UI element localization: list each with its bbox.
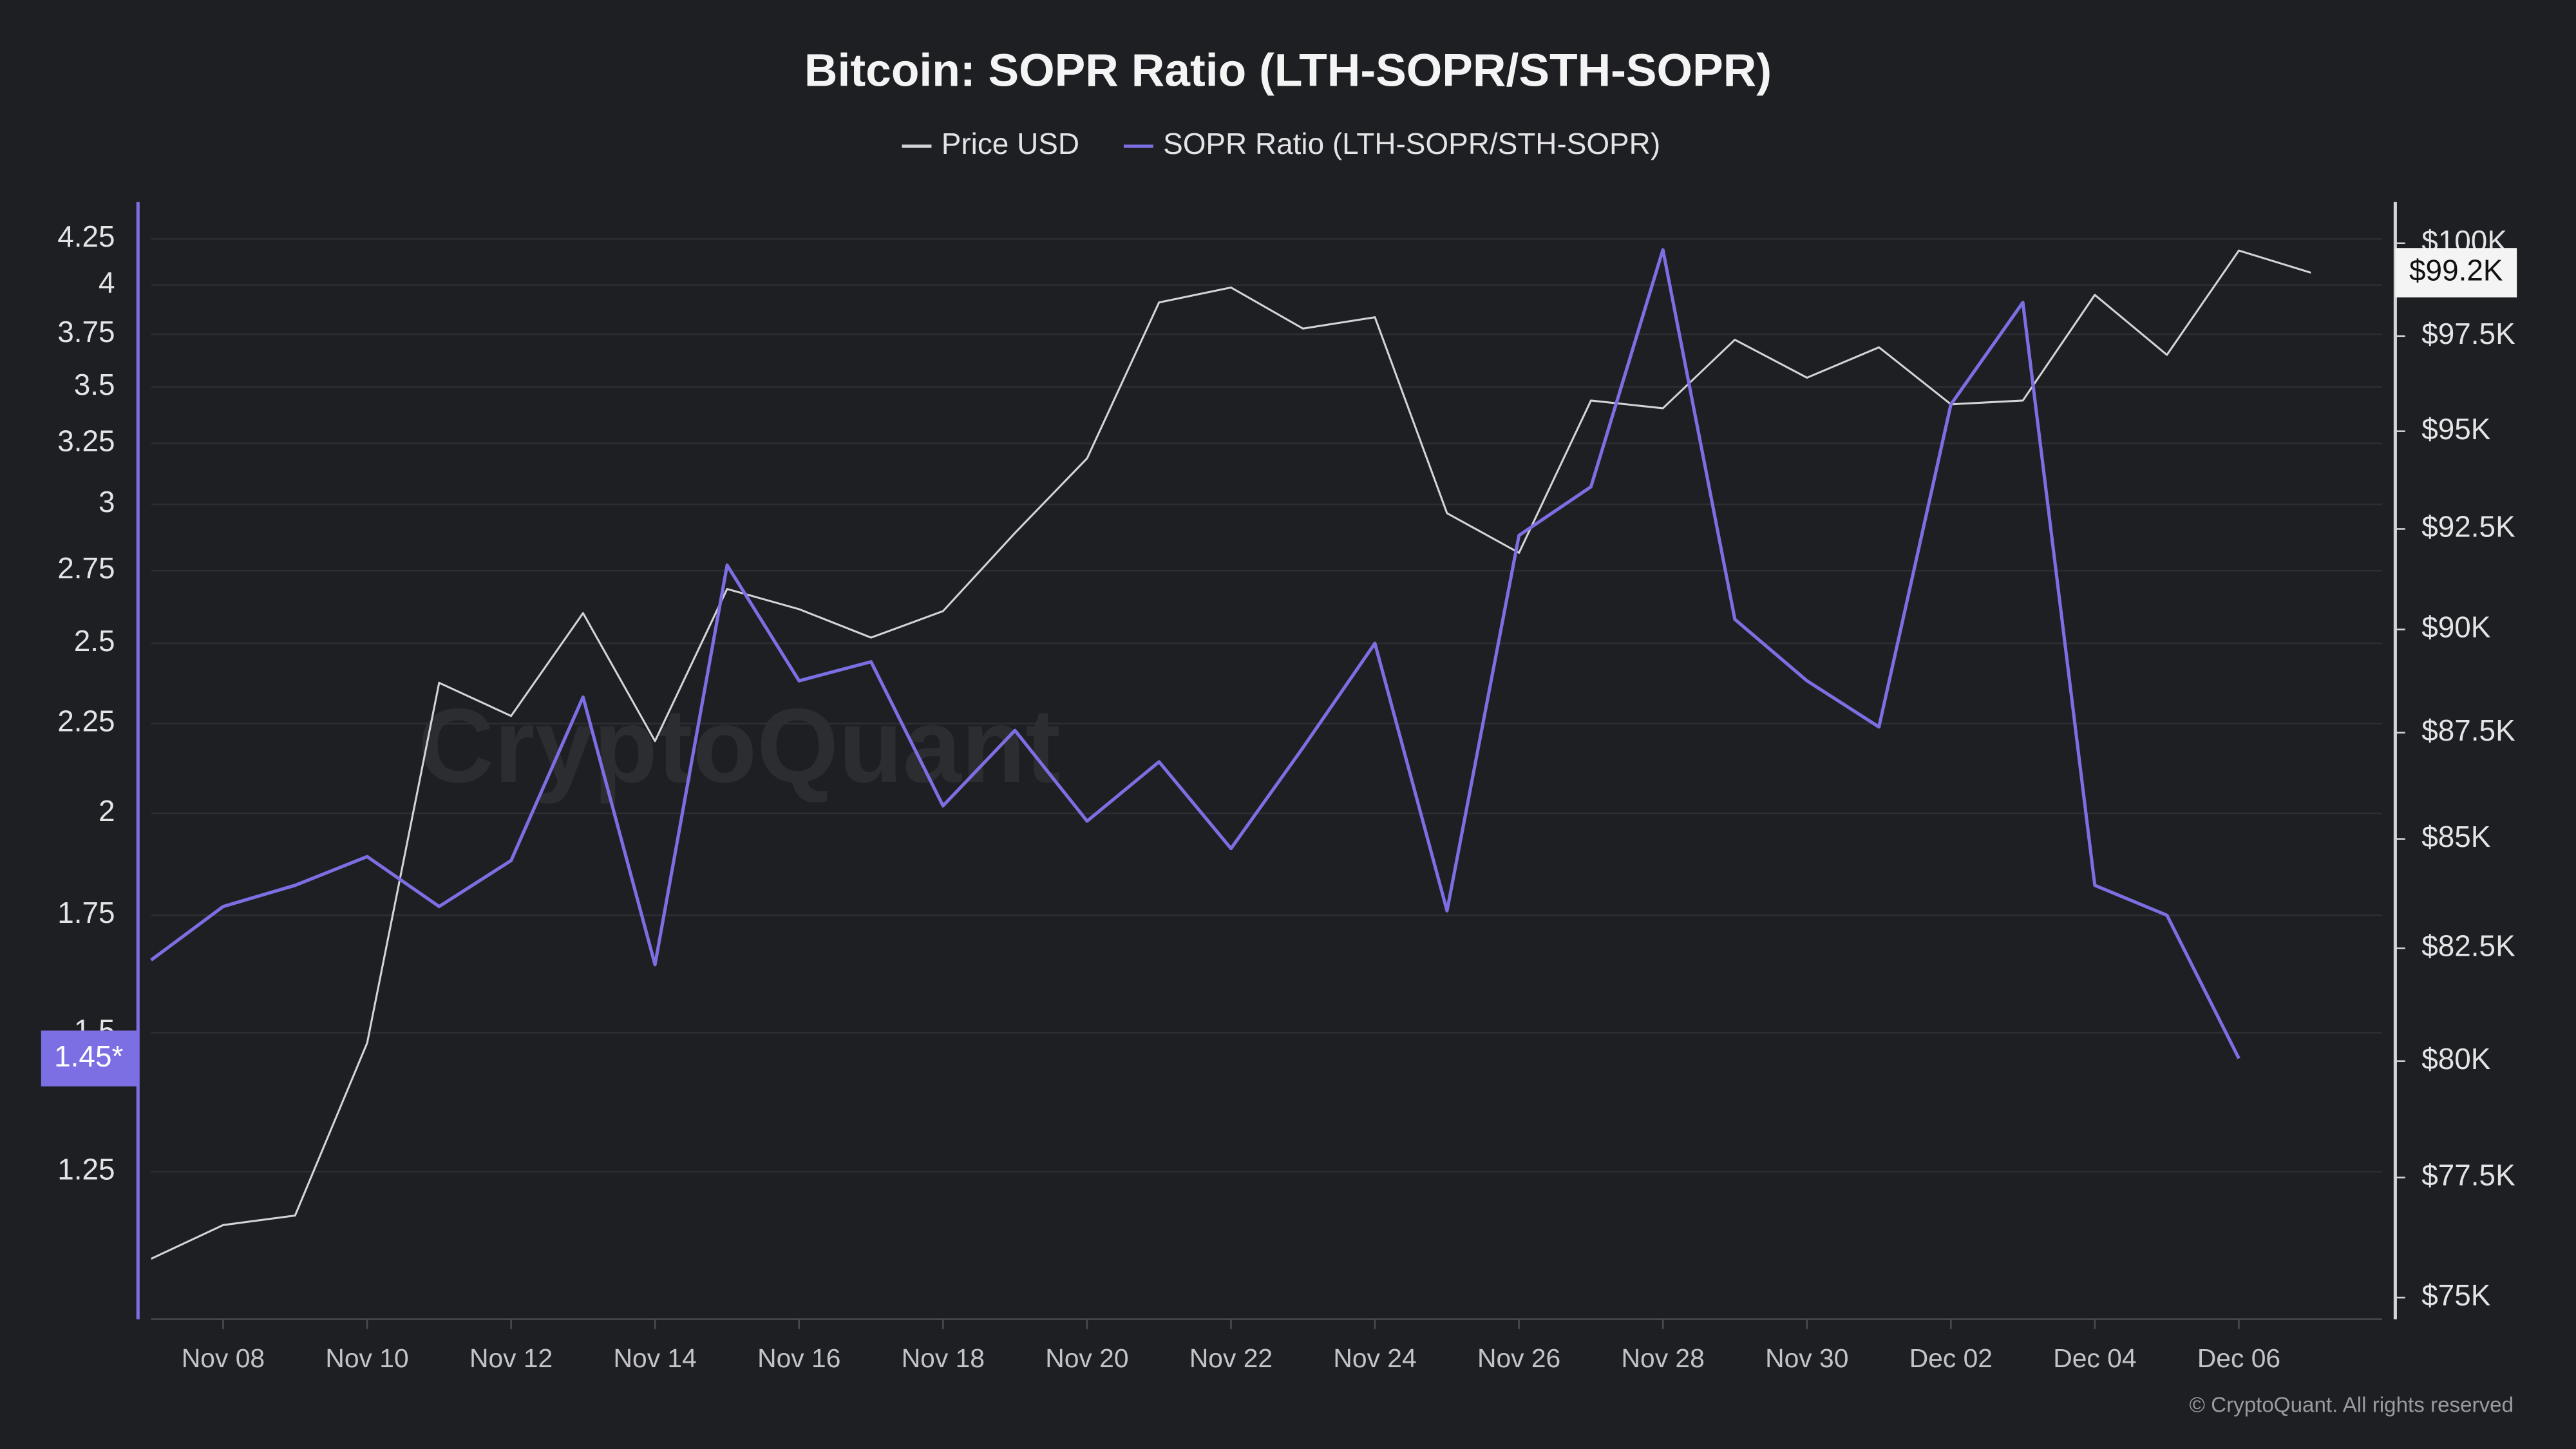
y-tick-label: 4: [99, 266, 115, 299]
y-tick-label: 1.75: [57, 896, 115, 929]
x-tick-label: Nov 08: [182, 1343, 265, 1373]
x-tick-label: Nov 30: [1765, 1343, 1848, 1373]
y-tick-label: 3: [99, 485, 115, 518]
y-tick-label: 2.75: [57, 551, 115, 585]
y-tick-label: 3.25: [57, 424, 115, 458]
watermark: CryptoQuant: [418, 687, 1061, 804]
y-tick-label: 2: [99, 794, 115, 828]
last-value-badge: [2395, 248, 2517, 298]
y2-tick-label: $75K: [2421, 1278, 2491, 1312]
x-tick-label: Nov 10: [325, 1343, 408, 1373]
y-tick-label: 2.25: [57, 705, 115, 738]
x-tick-label: Nov 24: [1333, 1343, 1416, 1373]
y2-tick-label: $90K: [2421, 610, 2491, 643]
y-tick-label: 3.5: [74, 368, 115, 401]
y2-tick-label: $95K: [2421, 412, 2491, 446]
y-tick-label: 4.25: [57, 220, 115, 253]
x-tick-label: Nov 20: [1045, 1343, 1128, 1373]
y2-tick-label: $77.5K: [2421, 1158, 2515, 1191]
y2-tick-label: $82.5K: [2421, 929, 2515, 963]
y2-tick-label: $97.5K: [2421, 317, 2515, 350]
y-tick-label: 3.75: [57, 315, 115, 348]
last-value-badge: [41, 1030, 138, 1087]
y2-tick-label: $87.5K: [2421, 714, 2515, 747]
last-value-label: 1.45*: [54, 1039, 123, 1073]
last-value-label: $99.2K: [2409, 254, 2503, 287]
y-tick-label: 1.25: [57, 1152, 115, 1186]
x-tick-label: Dec 02: [1909, 1343, 1993, 1373]
x-tick-label: Dec 06: [2197, 1343, 2280, 1373]
chart-title: Bitcoin: SOPR Ratio (LTH-SOPR/STH-SOPR): [804, 45, 1772, 97]
x-tick-label: Nov 12: [469, 1343, 553, 1373]
legend-label: Price USD: [942, 127, 1079, 160]
x-tick-label: Nov 18: [902, 1343, 985, 1373]
footer: © CryptoQuant. All rights reserved: [2189, 1393, 2514, 1417]
x-tick-label: Nov 16: [757, 1343, 840, 1373]
y2-tick-label: $80K: [2421, 1042, 2491, 1075]
x-tick-label: Dec 04: [2053, 1343, 2136, 1373]
y-tick-label: 2.5: [74, 624, 115, 658]
grid: [151, 238, 2382, 1173]
y2-tick-label: $92.5K: [2421, 510, 2515, 544]
series-line: [150, 248, 2240, 1059]
y2-tick-label: $85K: [2421, 820, 2491, 853]
x-tick-label: Nov 14: [614, 1343, 697, 1373]
x-tick-label: Nov 22: [1189, 1343, 1273, 1373]
x-tick-label: Nov 28: [1622, 1343, 1705, 1373]
x-tick-label: Nov 26: [1477, 1343, 1560, 1373]
legend-label: SOPR Ratio (LTH-SOPR/STH-SOPR): [1163, 127, 1660, 160]
